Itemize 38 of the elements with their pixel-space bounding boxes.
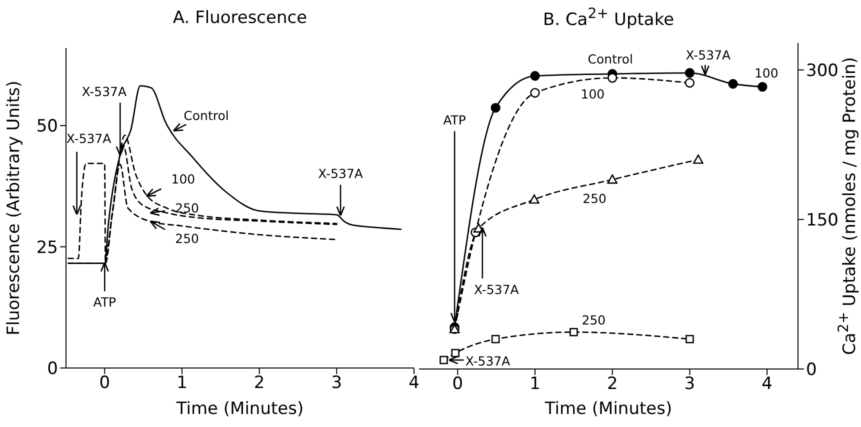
annotation: 250 bbox=[582, 190, 607, 206]
annotation: 100 bbox=[754, 65, 778, 80]
y-axis-title: Fluorescence (Arbitrary Units) bbox=[4, 80, 24, 336]
y-tick-label: 0 bbox=[806, 360, 817, 380]
annotation: Control bbox=[184, 108, 229, 123]
chart-title: B. Ca$^{2+}$ Uptake bbox=[542, 6, 674, 30]
x-tick-label: 0 bbox=[452, 374, 464, 394]
y-tick-label: 25 bbox=[36, 238, 58, 258]
annotation: X-537A bbox=[474, 282, 520, 297]
annotation: 100 bbox=[171, 171, 196, 186]
annotation: 250 bbox=[175, 231, 200, 246]
y-tick-label: 50 bbox=[36, 116, 58, 137]
chart-title: A. Fluorescence bbox=[172, 8, 308, 28]
x-tick-label: 4 bbox=[408, 373, 420, 394]
annotation: ATP bbox=[443, 112, 466, 128]
y-tick-label: 300 bbox=[806, 60, 838, 81]
annotation: ATP bbox=[93, 294, 116, 310]
x-tick-label: 0 bbox=[99, 373, 110, 394]
x-tick-label: 2 bbox=[254, 373, 265, 394]
x-axis-title: Time (Minutes) bbox=[176, 399, 304, 419]
annotation: 250 bbox=[175, 200, 200, 216]
annotation: X-537A bbox=[465, 353, 511, 368]
x-tick-label: 3 bbox=[684, 374, 696, 394]
annotation: X-537A bbox=[66, 131, 112, 146]
x-tick-label: 2 bbox=[606, 374, 618, 394]
y-tick-label: 150 bbox=[806, 210, 838, 230]
x-tick-label: 1 bbox=[176, 373, 188, 394]
x-tick-label: 1 bbox=[530, 374, 540, 394]
annotation: 250 bbox=[582, 312, 606, 328]
x-tick-label: 4 bbox=[762, 374, 772, 394]
annotation: X-537A bbox=[82, 84, 128, 100]
x-tick-label: 3 bbox=[331, 373, 342, 394]
annotation: 100 bbox=[580, 86, 605, 102]
annotation: X-537A bbox=[686, 47, 732, 62]
y-tick-label: 0 bbox=[47, 359, 58, 380]
annotation: X-537A bbox=[318, 166, 364, 182]
x-axis-title: Time (Minutes) bbox=[544, 399, 672, 419]
annotation: Control bbox=[588, 51, 633, 66]
